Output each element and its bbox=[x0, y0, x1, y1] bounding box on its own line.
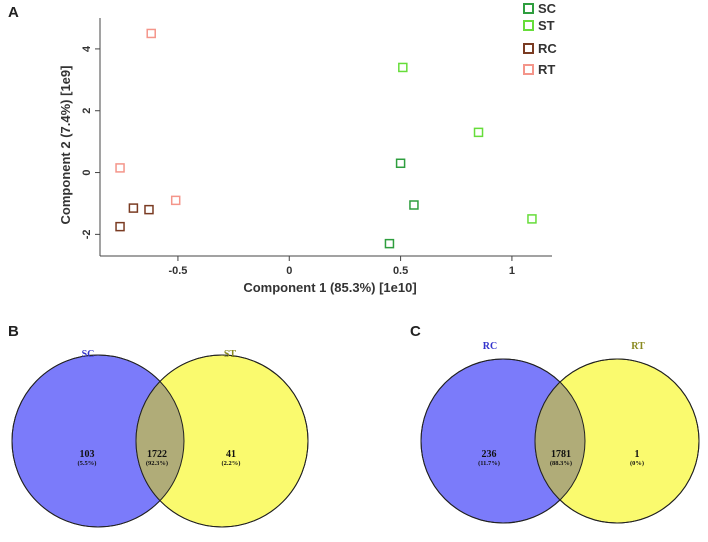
venn-count-overlap: 1781 bbox=[551, 449, 571, 460]
data-point-sc bbox=[384, 238, 395, 249]
legend-label-sc: SC bbox=[538, 1, 557, 16]
x-tick-label: 0 bbox=[286, 265, 292, 277]
data-points bbox=[115, 28, 537, 249]
venn-outline-sc bbox=[11, 354, 185, 528]
venn-outline-rc bbox=[420, 358, 586, 524]
y-tick-label: 0 bbox=[81, 169, 93, 175]
data-point-rt bbox=[170, 195, 181, 206]
data-point-st bbox=[398, 62, 408, 73]
venn-pct-sc-only: (5.5%) bbox=[78, 460, 97, 467]
venn-count-st-only: 41 bbox=[226, 449, 236, 460]
data-point-st bbox=[473, 127, 484, 138]
legend-marker-rc bbox=[523, 43, 534, 54]
venn-pct-rc-only: (11.7%) bbox=[478, 460, 500, 467]
venn-label-rc: RC bbox=[483, 341, 497, 352]
y-tick-label: -2 bbox=[81, 229, 93, 239]
data-point-rt bbox=[146, 28, 156, 39]
pca-scatter-chart: SC ST RC RT -0.5 0 0.5 1 -2 0 2 4 Component 1 … bbox=[58, 1, 557, 295]
venn-outline-st bbox=[135, 354, 309, 528]
y-axis-title: Component 2 (7.4%) [1e9] bbox=[58, 66, 73, 225]
venn-pct-overlap: (88.3%) bbox=[550, 460, 572, 467]
venn-label-st: ST bbox=[224, 349, 237, 360]
venn-pct-st-only: (2.2%) bbox=[222, 460, 241, 467]
data-point-rt bbox=[115, 163, 125, 173]
panel-letter-a: A bbox=[8, 4, 19, 21]
venn-label-rt: RT bbox=[631, 341, 645, 352]
venn-pct-rt-only: (0%) bbox=[630, 460, 644, 467]
x-axis-title: Component 1 (85.3%) [1e10] bbox=[243, 280, 416, 295]
y-tick-label: 2 bbox=[81, 108, 93, 114]
data-point-rc bbox=[115, 221, 125, 232]
legend-marker-rt bbox=[523, 64, 534, 75]
x-tick-label: 1 bbox=[509, 265, 515, 277]
venn-diagram-sc-st: SC ST 103 (5.5%) 1722 (92.3%) 41 (2.2%) bbox=[11, 349, 309, 528]
y-ticks: -2 0 2 4 bbox=[81, 45, 100, 239]
venn-pct-overlap: (92.3%) bbox=[146, 460, 168, 467]
legend-marker-st bbox=[523, 20, 534, 31]
x-ticks: -0.5 0 0.5 1 bbox=[168, 256, 515, 277]
venn-diagram-rc-rt: RC RT 236 (11.7%) 1781 (88.3%) 1 (0%) bbox=[420, 341, 700, 524]
venn-outline-rt bbox=[534, 358, 700, 524]
data-point-rc bbox=[144, 204, 154, 215]
data-point-sc bbox=[395, 158, 406, 169]
legend: SC ST RC RT bbox=[523, 1, 557, 77]
venn-label-sc: SC bbox=[82, 349, 95, 360]
x-tick-label: -0.5 bbox=[168, 265, 187, 277]
venn-count-sc-only: 103 bbox=[80, 449, 95, 460]
venn-count-rc-only: 236 bbox=[482, 449, 497, 460]
legend-marker-sc bbox=[523, 3, 534, 14]
y-tick-label: 4 bbox=[81, 45, 93, 52]
legend-label-rt: RT bbox=[538, 62, 555, 77]
data-point-st bbox=[527, 214, 537, 224]
panel-letter-b: B bbox=[8, 323, 19, 340]
x-tick-label: 0.5 bbox=[393, 265, 408, 277]
legend-label-rc: RC bbox=[538, 41, 557, 56]
panel-letter-c: C bbox=[410, 323, 421, 340]
legend-label-st: ST bbox=[538, 18, 555, 33]
data-point-rc bbox=[128, 203, 139, 213]
venn-count-overlap: 1722 bbox=[147, 449, 167, 460]
venn-count-rt-only: 1 bbox=[635, 449, 640, 460]
data-point-sc bbox=[409, 200, 419, 210]
